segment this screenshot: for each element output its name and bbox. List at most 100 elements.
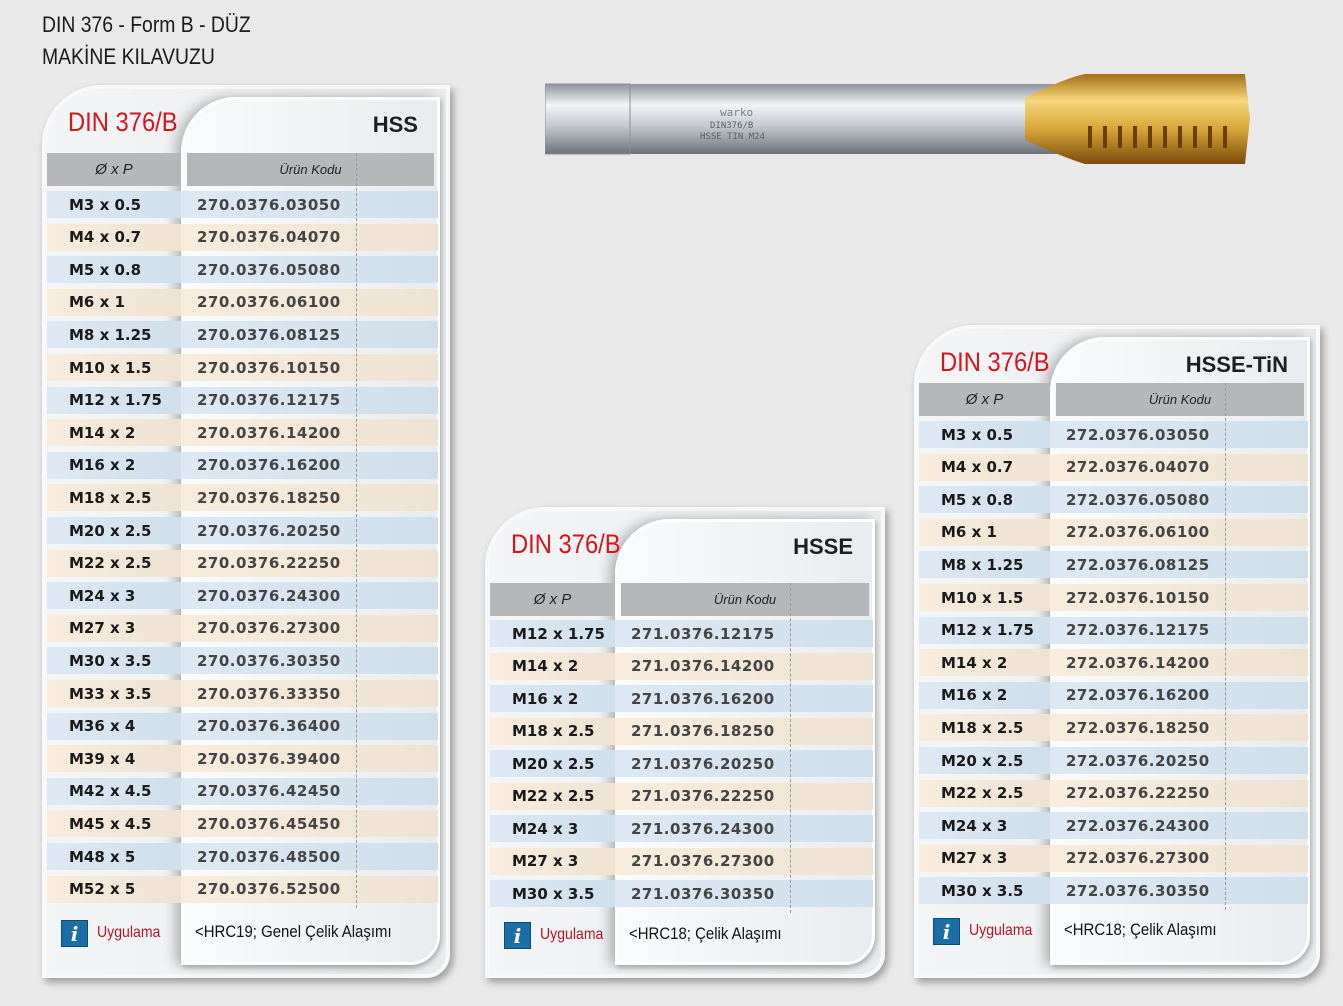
size-cell: M18 x 2.5 [919, 714, 1050, 742]
size-cell: M36 x 4 [47, 712, 181, 740]
product-code-cell: 271.0376.18250 [615, 717, 873, 745]
product-code-cell: 270.0376.04070 [181, 223, 438, 251]
size-cell: M20 x 2.5 [47, 517, 181, 544]
product-code-cell: 270.0376.20250 [181, 517, 438, 544]
product-code-cell: 272.0376.18250 [1050, 714, 1308, 742]
size-cell: M8 x 1.25 [919, 551, 1050, 579]
product-code-cell: 271.0376.16200 [615, 685, 873, 712]
size-cell: M20 x 2.5 [490, 750, 615, 777]
product-code-cell: 270.0376.33350 [181, 680, 438, 707]
product-code-cell: 272.0376.14200 [1050, 649, 1308, 677]
svg-text:HSSE TIN M24: HSSE TIN M24 [700, 132, 765, 142]
size-cell: M16 x 2 [47, 451, 181, 479]
size-cell: M24 x 3 [490, 815, 615, 842]
size-cell: M20 x 2.5 [919, 747, 1050, 774]
product-code-cell: 271.0376.14200 [615, 652, 873, 680]
size-cell: M24 x 3 [47, 582, 181, 610]
product-code-cell: 270.0376.48500 [181, 843, 438, 870]
size-cell: M4 x 0.7 [919, 453, 1050, 481]
product-code-cell: 270.0376.30350 [181, 647, 438, 675]
application-label: Uygulama [540, 926, 604, 943]
size-cell: M22 x 2.5 [47, 549, 181, 577]
material-label: HSSE-TiN [1185, 352, 1288, 377]
size-cell: M42 x 4.5 [47, 777, 181, 805]
page-subtitle: MAKİNE KILAVUZU [42, 44, 215, 69]
info-icon: i [61, 920, 88, 947]
svg-text:warko: warko [720, 106, 753, 119]
product-code-cell: 270.0376.12175 [181, 386, 438, 414]
size-cell: M30 x 3.5 [919, 877, 1050, 905]
product-code-cell: 270.0376.45450 [181, 810, 438, 838]
size-cell: M48 x 5 [47, 843, 181, 870]
size-cell: M22 x 2.5 [490, 782, 615, 810]
size-cell: M10 x 1.5 [919, 584, 1050, 611]
code-column-header: Ürün Kodu [187, 153, 434, 186]
size-column-header: Ø x P [490, 583, 615, 616]
product-code-cell: 272.0376.10150 [1050, 584, 1308, 611]
product-code-cell: 272.0376.08125 [1050, 551, 1308, 579]
application-note: <HRC19; Genel Çelik Alaşımı [195, 922, 392, 941]
size-cell: M33 x 3.5 [47, 680, 181, 707]
size-cell: M3 x 0.5 [47, 191, 181, 218]
size-cell: M4 x 0.7 [47, 223, 181, 251]
product-code-cell: 270.0376.05080 [181, 256, 438, 284]
size-cell: M30 x 3.5 [490, 880, 615, 907]
product-code-cell: 272.0376.03050 [1050, 421, 1308, 448]
size-cell: M6 x 1 [919, 518, 1050, 546]
product-code-cell: 270.0376.22250 [181, 549, 438, 577]
product-code-cell: 271.0376.30350 [615, 880, 873, 907]
column-divider [356, 153, 357, 909]
product-code-cell: 270.0376.06100 [181, 288, 438, 316]
code-column-header: Ürün Kodu [1056, 383, 1304, 416]
size-cell: M18 x 2.5 [490, 717, 615, 745]
product-code-cell: 270.0376.42450 [181, 777, 438, 805]
standard-label: DIN 376/B [68, 107, 178, 137]
product-code-cell: 272.0376.04070 [1050, 453, 1308, 481]
size-cell: M27 x 3 [490, 847, 615, 875]
tool-shank [545, 84, 1065, 154]
size-cell: M27 x 3 [47, 614, 181, 642]
code-column-header: Ürün Kodu [621, 583, 869, 616]
size-cell: M12 x 1.75 [47, 386, 181, 414]
product-code-cell: 272.0376.16200 [1050, 681, 1308, 709]
product-code-cell: 270.0376.14200 [181, 419, 438, 447]
product-code-cell: 271.0376.27300 [615, 847, 873, 875]
application-label: Uygulama [969, 922, 1033, 939]
product-code-cell: 272.0376.30350 [1050, 877, 1308, 905]
material-label: HSS [372, 112, 418, 137]
size-cell: M14 x 2 [919, 649, 1050, 677]
size-cell: M18 x 2.5 [47, 484, 181, 512]
product-code-cell: 270.0376.24300 [181, 582, 438, 610]
size-cell: M14 x 2 [47, 419, 181, 447]
column-divider [1225, 383, 1226, 910]
product-code-cell: 272.0376.22250 [1050, 779, 1308, 807]
product-code-cell: 272.0376.12175 [1050, 616, 1308, 644]
svg-text:DIN376/B: DIN376/B [710, 121, 753, 131]
product-code-cell: 270.0376.08125 [181, 321, 438, 349]
product-code-cell: 270.0376.03050 [181, 191, 438, 218]
product-code-cell: 270.0376.36400 [181, 712, 438, 740]
size-cell: M5 x 0.8 [919, 486, 1050, 514]
size-column-header: Ø x P [47, 153, 181, 186]
product-code-cell: 270.0376.18250 [181, 484, 438, 512]
standard-label: DIN 376/B [511, 529, 621, 559]
product-code-cell: 272.0376.24300 [1050, 812, 1308, 840]
product-code-cell: 271.0376.22250 [615, 782, 873, 810]
size-cell: M10 x 1.5 [47, 354, 181, 381]
info-icon: i [504, 922, 531, 949]
size-cell: M12 x 1.75 [490, 620, 615, 647]
product-code-cell: 272.0376.06100 [1050, 518, 1308, 546]
size-cell: M5 x 0.8 [47, 256, 181, 284]
application-note: <HRC18; Çelik Alaşımı [629, 924, 782, 943]
size-cell: M45 x 4.5 [47, 810, 181, 838]
standard-label: DIN 376/B [940, 347, 1050, 377]
size-cell: M12 x 1.75 [919, 616, 1050, 644]
size-cell: M16 x 2 [490, 685, 615, 712]
size-cell: M52 x 5 [47, 875, 181, 903]
size-cell: M30 x 3.5 [47, 647, 181, 675]
product-code-cell: 271.0376.24300 [615, 815, 873, 842]
product-code-cell: 270.0376.52500 [181, 875, 438, 903]
product-code-cell: 272.0376.27300 [1050, 844, 1308, 872]
application-label: Uygulama [97, 924, 161, 941]
product-code-cell: 271.0376.12175 [615, 620, 873, 647]
